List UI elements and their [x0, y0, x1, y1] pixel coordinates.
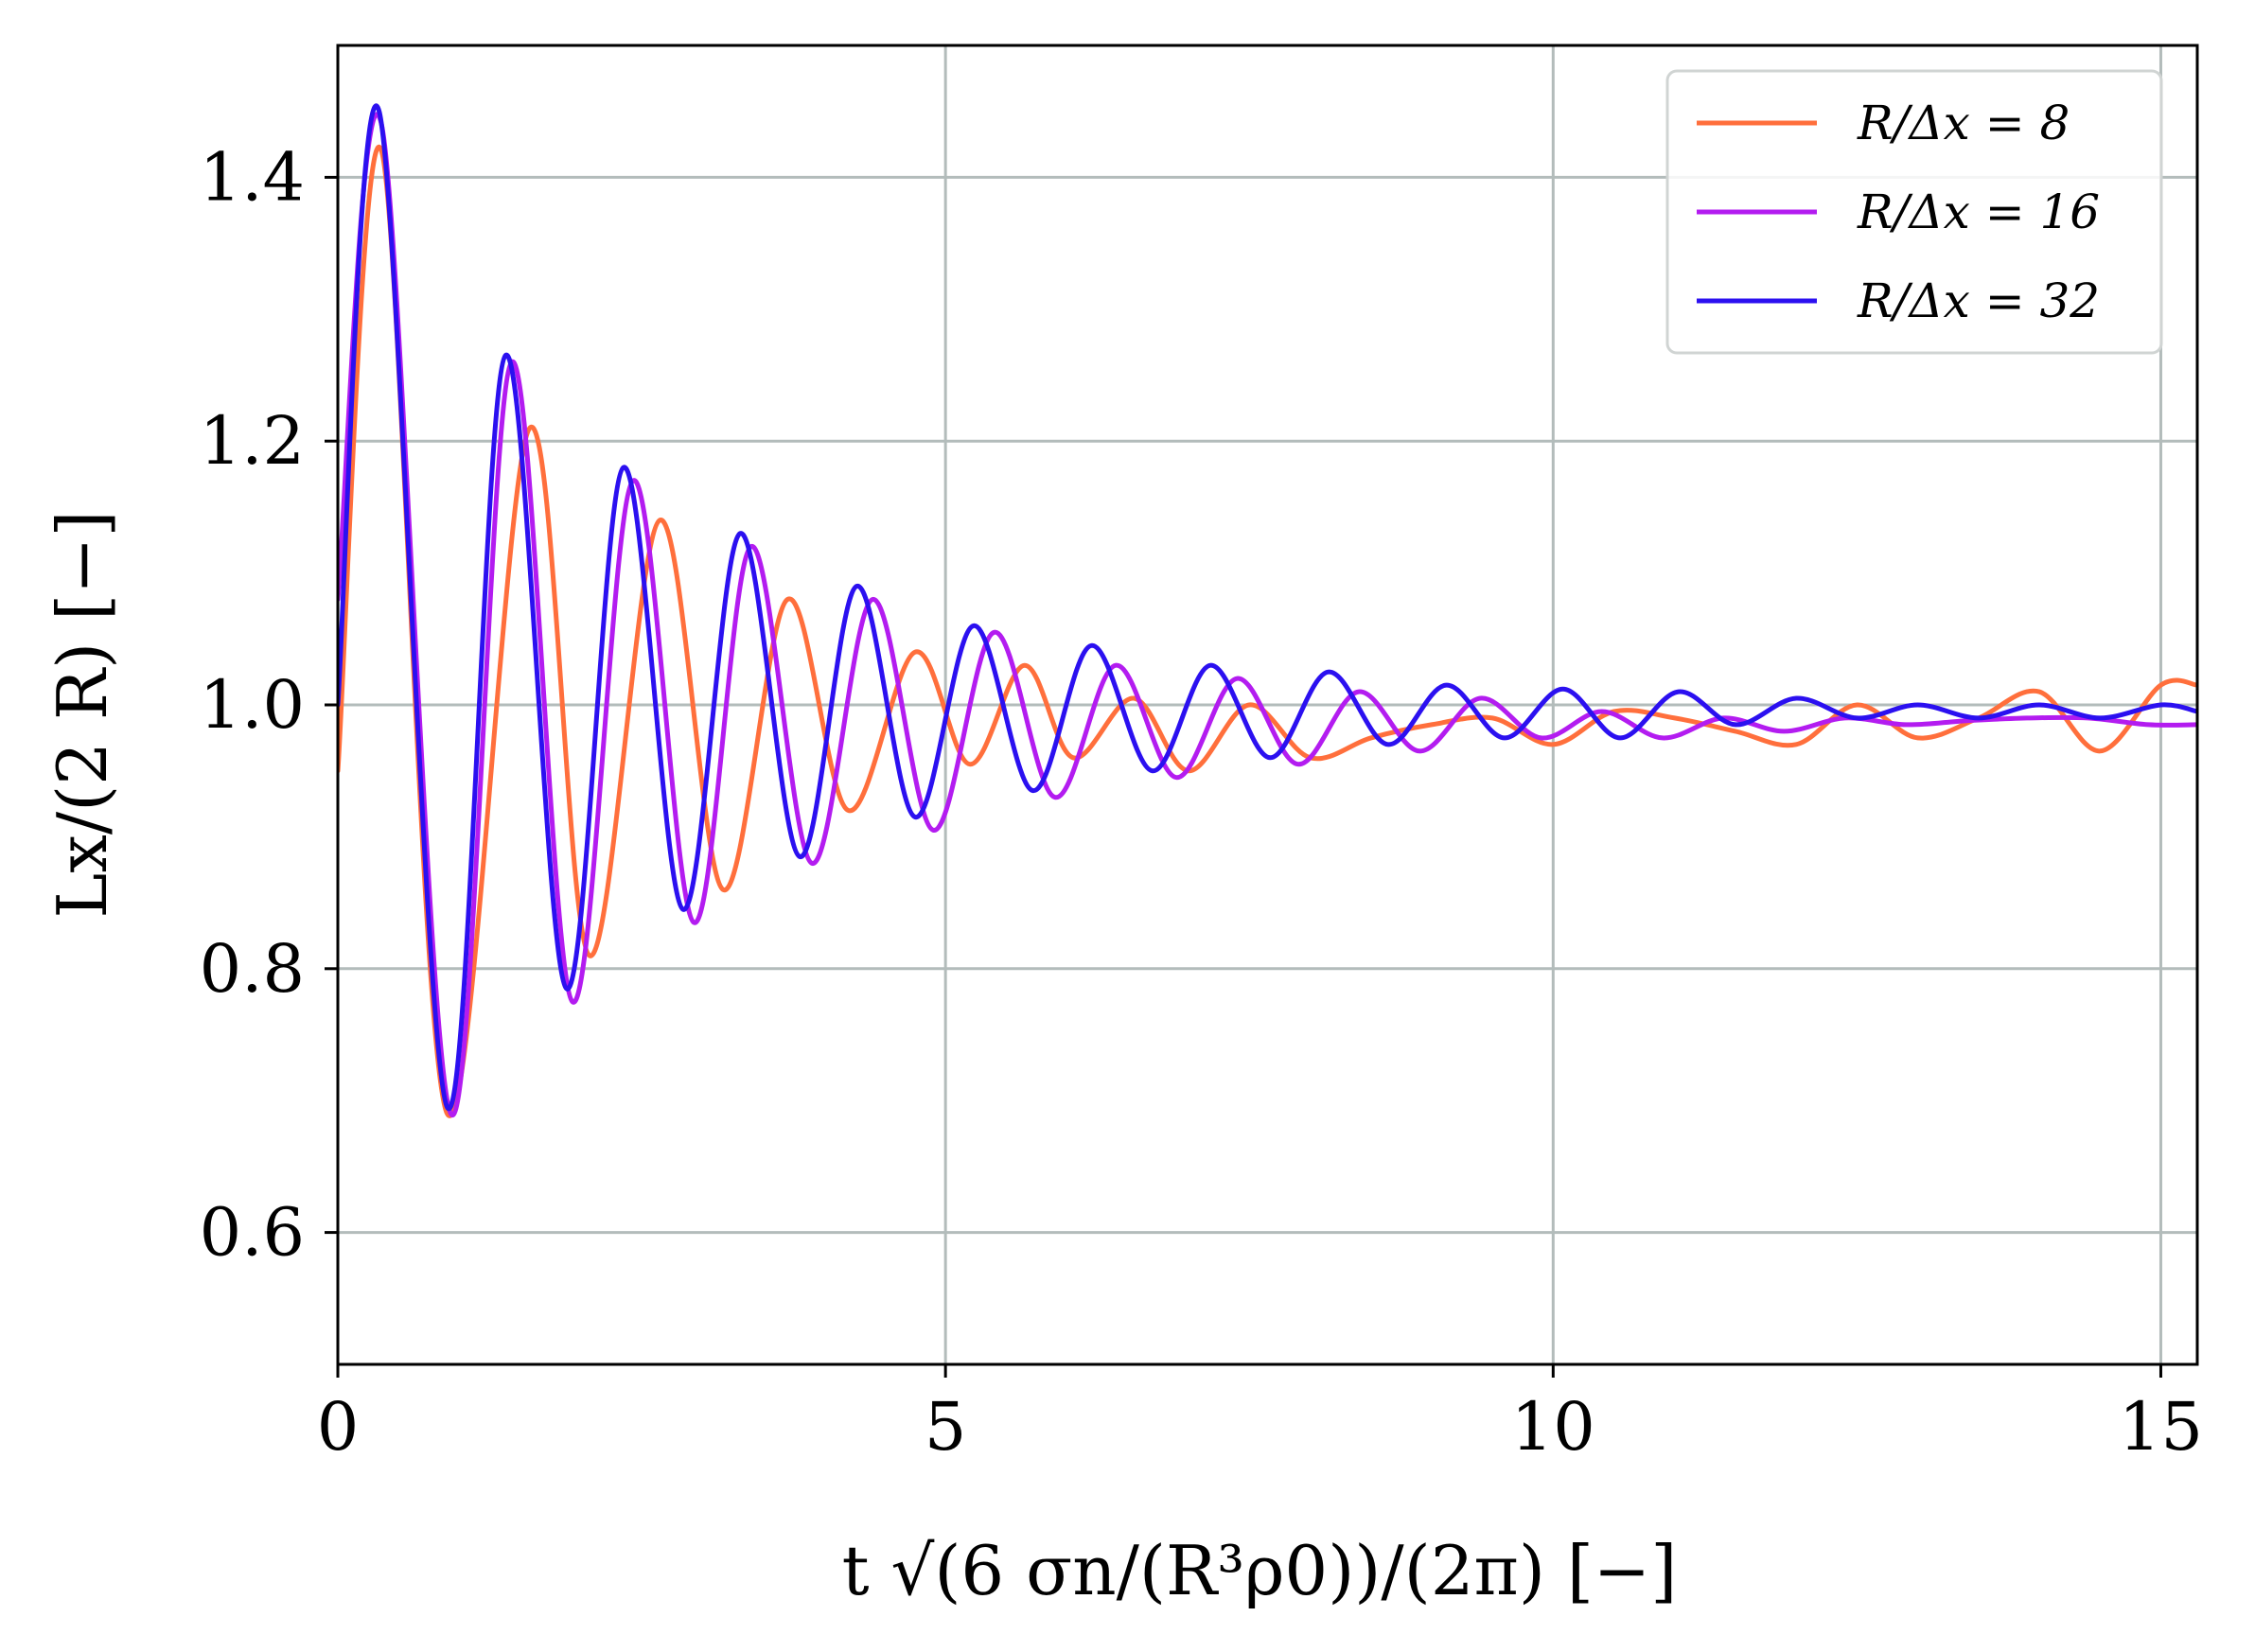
- x-tick-label: 0: [317, 1388, 360, 1466]
- legend-label-3: R/Δx = 32: [1857, 273, 2100, 328]
- series-line-1: [338, 145, 2197, 1118]
- legend-label-1: R/Δx = 8: [1857, 96, 2070, 150]
- ticks: 0 5 10 15 0.6 0.8 1.0 1.2 1.4: [200, 138, 2203, 1466]
- series-line-3: [338, 103, 2197, 1112]
- x-axis-label: t √(6 σn/(R³ρ0))/(2π) [−]: [842, 1531, 1678, 1610]
- legend-box: [1665, 69, 2163, 355]
- y-tick-label: 0.6: [200, 1194, 305, 1272]
- y-tick-label: 1.2: [200, 402, 305, 480]
- series-lines: [338, 103, 2197, 1118]
- x-tick-label: 15: [2119, 1388, 2203, 1466]
- y-tick-label: 1.0: [200, 666, 305, 744]
- legend: R/Δx = 8 R/Δx = 16 R/Δx = 32: [1665, 69, 2163, 355]
- x-tick-label: 10: [1511, 1388, 1595, 1466]
- x-tick-label: 5: [925, 1388, 967, 1466]
- y-tick-label: 1.4: [200, 138, 305, 216]
- y-tick-label: 0.8: [200, 930, 305, 1008]
- legend-label-2: R/Δx = 16: [1857, 185, 2100, 239]
- y-axis-label: Lx/(2 R) [−]: [43, 510, 122, 918]
